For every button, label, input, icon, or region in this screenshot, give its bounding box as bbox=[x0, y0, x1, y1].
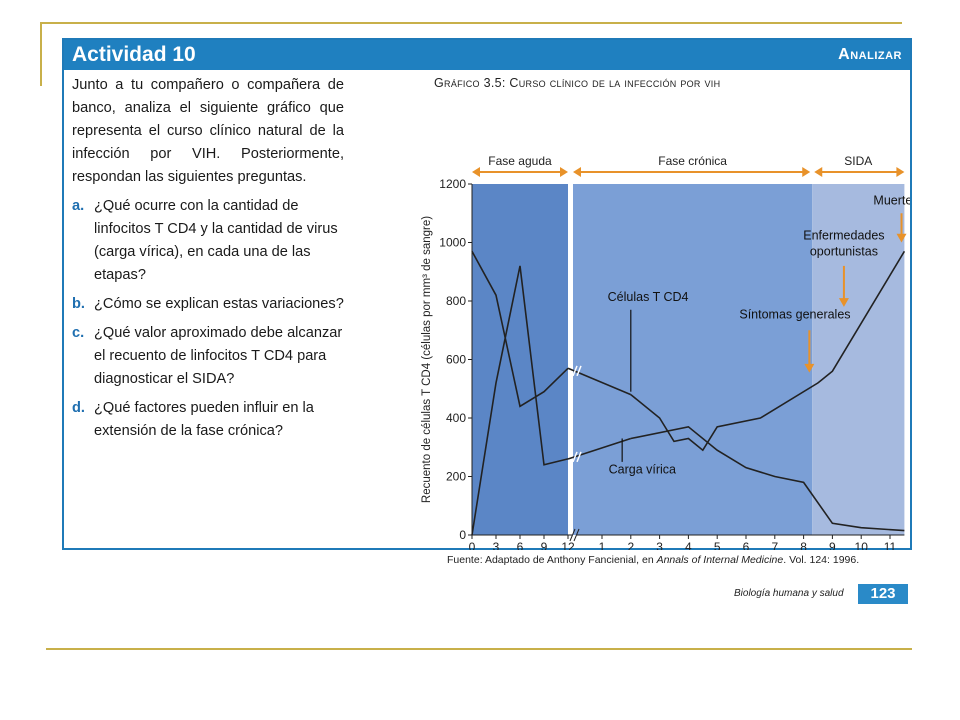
x-tick-label-year: 7 bbox=[771, 540, 778, 550]
x-tick-label-year: 9 bbox=[829, 540, 836, 550]
question-d: d. ¿Qué factores pueden influir en la ex… bbox=[72, 397, 344, 443]
phase-acute-arrow-head-right bbox=[560, 167, 568, 177]
question-b: b. ¿Cómo se explican estas variaciones? bbox=[72, 293, 344, 316]
slide-top-rule bbox=[40, 22, 902, 24]
arrow-death-head bbox=[896, 233, 907, 243]
phase-aids-band bbox=[812, 184, 905, 535]
activity-intro: Junto a tu compañero o compañera de banc… bbox=[72, 77, 344, 185]
line-break-mark bbox=[572, 451, 578, 463]
left-axis-tick-label: 200 bbox=[446, 470, 466, 484]
phase-aids-arrow-head-left bbox=[814, 167, 823, 177]
x-tick-label-year: 10 bbox=[855, 540, 869, 550]
viral-load-line-years bbox=[630, 425, 905, 532]
annotation-cd4: Células T CD4 bbox=[608, 290, 689, 304]
x-tick-label-year: 2 bbox=[627, 540, 634, 550]
book-title: Biología humana y salud bbox=[734, 588, 844, 599]
line-break-mark bbox=[576, 365, 582, 377]
activity-header: Actividad 10 Analizar bbox=[64, 40, 910, 70]
question-letter: a. bbox=[72, 198, 85, 214]
left-axis-label: Recuento de células T CD4 (células por m… bbox=[421, 216, 433, 503]
source-suffix: . Vol. 124: 1996. bbox=[783, 554, 860, 566]
left-axis-tick-label: 1000 bbox=[439, 236, 466, 250]
question-text: ¿Qué factores pueden influir en la exten… bbox=[94, 400, 314, 439]
phase-aids-arrow-head-right bbox=[896, 167, 905, 177]
cd4-line-weeks bbox=[471, 250, 569, 408]
x-tick-label-year: 8 bbox=[800, 540, 807, 550]
phase-acute-arrow-head-left bbox=[472, 167, 480, 177]
slide-left-rule bbox=[40, 22, 42, 86]
textbook-page: Actividad 10 Analizar Junto a tu compañe… bbox=[62, 38, 912, 604]
left-axis-tick-label: 1200 bbox=[439, 177, 466, 191]
activity-text: Junto a tu compañero o compañera de banc… bbox=[72, 74, 344, 443]
viral-load-line-connector bbox=[567, 437, 632, 460]
left-axis-tick-label: 0 bbox=[459, 528, 466, 542]
question-letter: c. bbox=[72, 325, 85, 341]
x-tick-label-year: 5 bbox=[714, 540, 721, 550]
question-text: ¿Cómo se explican estas variaciones? bbox=[94, 296, 344, 312]
page-number: 123 bbox=[858, 584, 908, 604]
phase-chronic-arrow-head-left bbox=[573, 167, 581, 177]
x-axis-break-mark bbox=[573, 528, 580, 542]
slide-bottom-rule bbox=[46, 648, 912, 650]
x-tick-label-year: 3 bbox=[656, 540, 663, 550]
hiv-course-chart: Fase aguda Fase crónica SIDA 0 200 400 600 800 1… bbox=[421, 154, 910, 550]
left-axis-tick-label: 600 bbox=[446, 353, 466, 367]
question-a: a. ¿Qué ocurre con la cantidad de linfoc… bbox=[72, 195, 344, 287]
viral-load-line-weeks bbox=[471, 265, 569, 536]
line-break-mark bbox=[576, 451, 582, 463]
x-tick-label-week: 3 bbox=[493, 540, 500, 550]
x-tick-label-week: 12 bbox=[561, 540, 575, 550]
question-text: ¿Qué ocurre con la cantidad de linfocito… bbox=[94, 198, 338, 283]
line-break-mark bbox=[572, 365, 578, 377]
source-citation: Fuente: Adaptado de Anthony Fancienial, … bbox=[447, 554, 859, 566]
question-letter: d. bbox=[72, 400, 85, 416]
phase-label-chronic: Fase crónica bbox=[658, 154, 727, 168]
chart-title: Gráfico 3.5: Curso clínico de la infecci… bbox=[434, 76, 721, 90]
left-axis-tick-label: 400 bbox=[446, 411, 466, 425]
source-journal: Annals of Internal Medicine bbox=[656, 554, 784, 566]
x-tick-label-year: 6 bbox=[743, 540, 750, 550]
arrow-opportunistic-head bbox=[838, 298, 849, 307]
left-axis-tick-label: 800 bbox=[446, 294, 466, 308]
question-letter: b. bbox=[72, 296, 85, 312]
x-tick-label-week: 0 bbox=[469, 540, 476, 550]
phase-chronic-arrow-head-right bbox=[802, 167, 811, 177]
annotation-opportunistic-1: Enfermedades bbox=[803, 229, 884, 243]
activity-tag: Analizar bbox=[838, 46, 902, 63]
x-tick-label-week: 9 bbox=[541, 540, 548, 550]
question-c: c. ¿Qué valor aproximado debe alcanzar e… bbox=[72, 322, 344, 391]
annotation-viral-load: Carga vírica bbox=[609, 463, 676, 477]
x-tick-label-year: 1 bbox=[599, 540, 606, 550]
x-axis-break-mark bbox=[569, 528, 576, 542]
arrow-general-symptoms-head bbox=[804, 363, 815, 373]
activity-title: Actividad 10 bbox=[72, 43, 196, 66]
x-tick-label-year: 11 bbox=[884, 540, 897, 550]
source-prefix: Fuente: Adaptado de Anthony Fancienial, … bbox=[447, 554, 657, 566]
question-text: ¿Qué valor aproximado debe alcanzar el r… bbox=[94, 325, 343, 387]
phase-acute-band bbox=[472, 184, 568, 535]
phase-chronic-band bbox=[573, 184, 813, 535]
annotation-general-symptoms: Síntomas generales bbox=[739, 308, 850, 322]
phase-label-aids: SIDA bbox=[844, 154, 872, 168]
cd4-line-years bbox=[630, 250, 906, 452]
phase-label-acute: Fase aguda bbox=[488, 154, 552, 168]
x-tick-label-year: 4 bbox=[685, 540, 692, 550]
activity-panel: Actividad 10 Analizar Junto a tu compañe… bbox=[62, 38, 912, 550]
annotation-opportunistic-2: oportunistas bbox=[810, 245, 878, 259]
x-tick-label-week: 6 bbox=[517, 540, 524, 550]
annotation-death: Muerte bbox=[873, 193, 910, 207]
